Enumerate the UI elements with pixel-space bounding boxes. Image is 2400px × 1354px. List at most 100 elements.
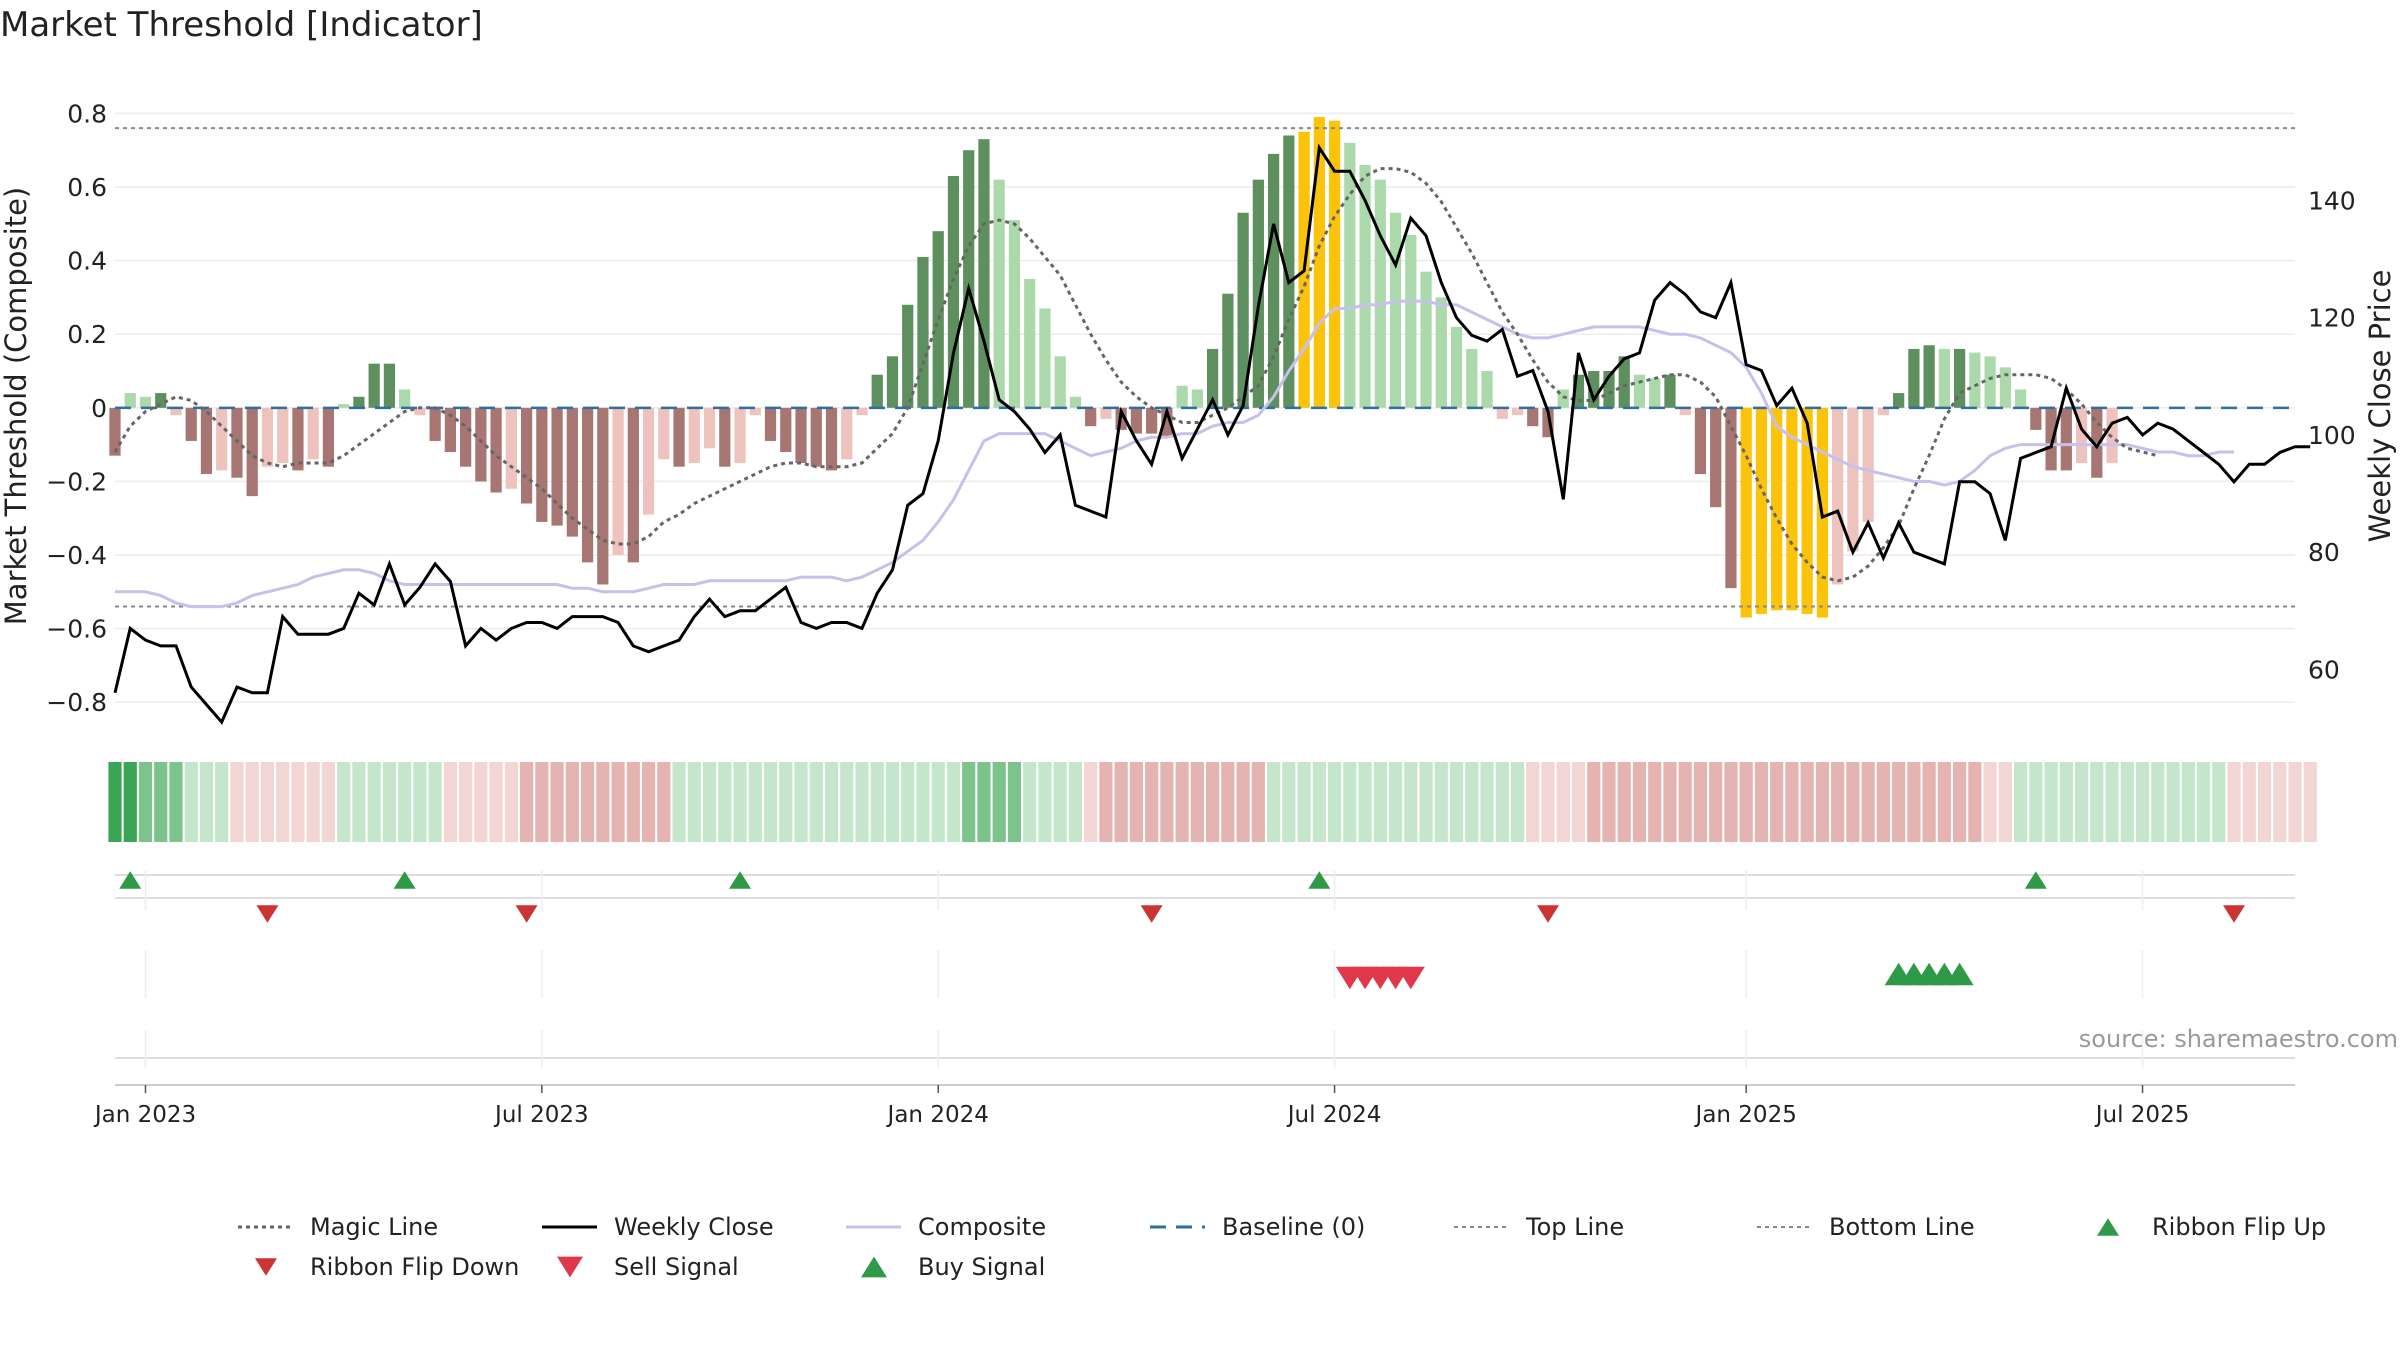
composite-bar: [1176, 385, 1188, 408]
ribbon-cell: [641, 762, 656, 842]
ribbon-cell: [779, 762, 793, 842]
ribbon-strip: [108, 762, 2317, 842]
composite-bar: [1938, 348, 1950, 408]
ribbon-cell: [154, 762, 168, 842]
composite-bar: [642, 407, 655, 515]
ribbon-cell: [1861, 762, 1875, 842]
y-tick-label: −0.6: [46, 615, 107, 644]
ribbon-cell: [2166, 762, 2180, 842]
composite-bar: [963, 150, 975, 408]
ribbon-cell: [291, 762, 305, 842]
composite-bar: [536, 407, 548, 522]
ribbon-flip-down-marker: [2223, 905, 2246, 923]
composite-bar: [109, 407, 121, 456]
y-tick-label: 0.8: [67, 99, 107, 128]
composite-bar: [1893, 393, 1905, 408]
ribbon-cell: [1876, 762, 1890, 842]
composite-bar: [1603, 371, 1615, 408]
composite-bar: [1725, 407, 1737, 589]
composite-bar: [520, 407, 533, 504]
ribbon-cell: [626, 762, 640, 842]
composite-bar: [1267, 153, 1280, 408]
composite-bar: [597, 407, 609, 585]
composite-bar: [1588, 371, 1600, 408]
ribbon-cell: [1404, 762, 1418, 842]
sell-signal-marker: [1396, 966, 1425, 990]
composite-bar: [1877, 407, 1890, 416]
y-tick-label: 0.6: [67, 173, 107, 202]
ribbon-cell: [931, 762, 945, 842]
ribbon-cell: [1937, 762, 1951, 842]
y2-tick-label: 140: [2308, 187, 2356, 216]
ribbon-cell: [1480, 762, 1494, 842]
composite-bar: [734, 407, 746, 464]
ribbon-cell: [1145, 762, 1159, 842]
composite-bar: [673, 407, 685, 467]
ribbon-cell: [123, 762, 137, 842]
composite-bar: [139, 396, 152, 408]
legend-swatch-sell: [557, 1256, 583, 1278]
composite-bar: [1572, 374, 1585, 408]
composite-bar: [749, 407, 761, 416]
y2-tick-label: 120: [2308, 304, 2356, 333]
ribbon-cell: [260, 762, 275, 842]
composite-bar: [1649, 378, 1661, 408]
ribbon-cell: [1282, 762, 1296, 842]
ribbon-cell: [2105, 762, 2119, 842]
composite-bar: [1405, 234, 1417, 408]
ribbon-cell: [138, 762, 153, 842]
composite-bar: [1694, 407, 1707, 475]
ribbon-cell: [1953, 762, 1967, 842]
y-tick-label: 0: [91, 394, 107, 423]
ribbon-cell: [2044, 762, 2058, 842]
ribbon-cell: [1388, 762, 1403, 842]
source-note: source: sharemaestro.com: [2079, 1025, 2398, 1053]
ribbon-cell: [2090, 762, 2104, 842]
ribbon-cell: [108, 762, 122, 842]
legend-label: Bottom Line: [1829, 1213, 1975, 1241]
composite-bar: [1420, 271, 1432, 408]
composite-bar: [429, 407, 441, 441]
composite-bar: [1283, 135, 1295, 408]
y-tick-label: 0.2: [67, 320, 107, 349]
y-tick-label: 0.4: [67, 247, 107, 276]
y2-tick-label: 80: [2308, 538, 2340, 567]
ribbon-cell: [2212, 762, 2226, 842]
ribbon-cell: [1099, 762, 1113, 842]
ribbon-cell: [1815, 762, 1830, 842]
ribbon-cell: [2303, 762, 2317, 842]
composite-bar: [1191, 389, 1203, 408]
ribbon-cell: [1175, 762, 1189, 842]
ribbon-cell: [1266, 762, 1281, 842]
composite-bar: [368, 363, 380, 408]
ribbon-cell: [1129, 762, 1144, 842]
ribbon-cell: [1251, 762, 1265, 842]
ribbon-cell: [367, 762, 381, 842]
composite-bar: [1328, 120, 1341, 408]
reference-lines: [115, 127, 2295, 608]
composite-bar: [414, 407, 426, 416]
ribbon-cell: [1754, 762, 1769, 842]
ribbon-cell: [1114, 762, 1128, 842]
composite-bar: [1954, 348, 1966, 408]
x-tick-label: Jan 2023: [93, 1102, 196, 1128]
ribbon-cell: [2196, 762, 2211, 842]
ribbon-flip-up-marker: [1308, 871, 1331, 889]
ribbon-cell: [2227, 762, 2241, 842]
ribbon-cell: [489, 762, 503, 842]
composite-bar: [399, 389, 411, 408]
ribbon-cell: [1190, 762, 1204, 842]
composite-bar: [1054, 356, 1066, 408]
legend-swatch-flipup: [2097, 1218, 2119, 1236]
ribbon-cell: [1648, 762, 1662, 842]
ribbon-cell: [2013, 762, 2028, 842]
y2-axis-label: Weekly Close Price: [2363, 270, 2397, 543]
ribbon-cell: [1968, 762, 1982, 842]
composite-bar: [307, 407, 319, 460]
composite-bar: [322, 407, 335, 467]
ribbon-cell: [1922, 762, 1936, 842]
composite-bar: [703, 407, 716, 449]
composite-bar: [444, 407, 456, 452]
ribbon-cell: [840, 762, 854, 842]
composite-bar: [581, 407, 594, 563]
